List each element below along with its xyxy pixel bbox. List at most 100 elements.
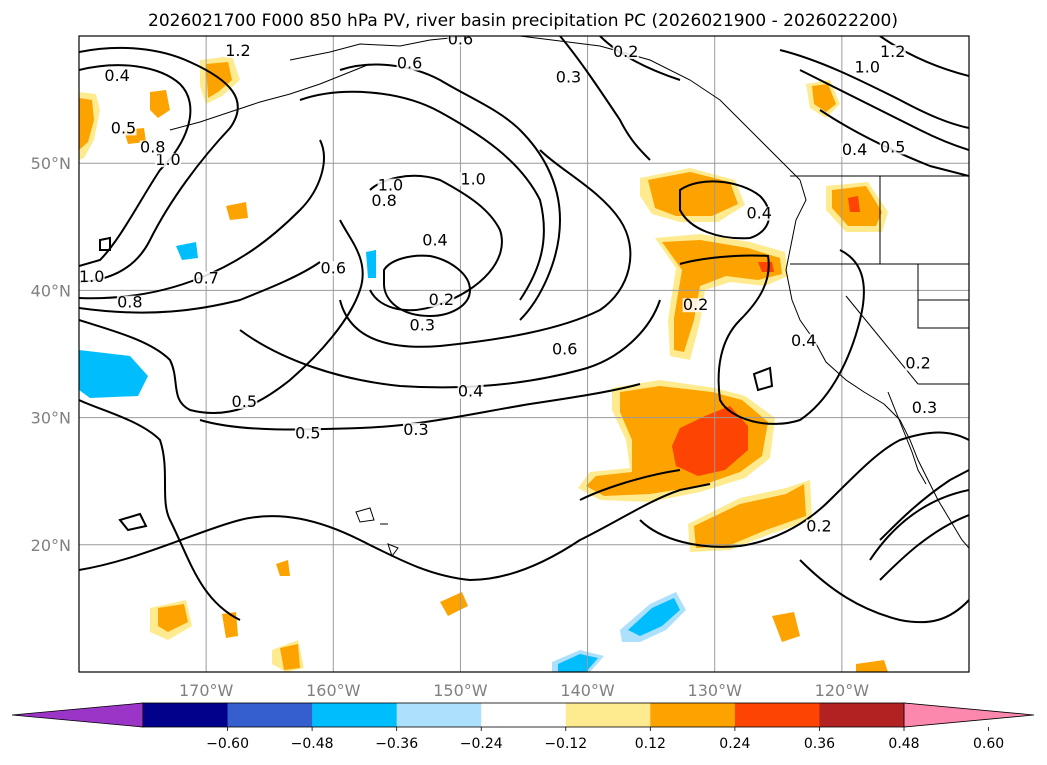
pv-contours bbox=[79, 36, 969, 624]
precip-positive-area bbox=[79, 98, 94, 150]
pv-contour bbox=[339, 149, 632, 348]
lat-tick-label: 50°N bbox=[31, 154, 71, 173]
contour-label-backdrop bbox=[79, 270, 105, 285]
contour-label-backdrop bbox=[879, 140, 906, 155]
colorbar-tick-label: 0.48 bbox=[888, 736, 919, 752]
pv-contour bbox=[79, 261, 321, 314]
contour-label-backdrop bbox=[409, 318, 436, 333]
pv-contour bbox=[79, 64, 192, 267]
contour-label: 1.2 bbox=[880, 42, 905, 61]
colorbar-tick-label: 0.12 bbox=[635, 736, 666, 752]
pv-contour bbox=[79, 46, 239, 283]
contour-label: 0.4 bbox=[422, 230, 447, 249]
contour-label: 0.8 bbox=[117, 293, 142, 312]
contour-label-backdrop bbox=[447, 36, 474, 47]
pv-contour bbox=[879, 469, 969, 541]
colorbar-tick-label: −0.60 bbox=[206, 736, 249, 752]
pv-contour bbox=[799, 559, 969, 624]
contour-label: 0.6 bbox=[321, 258, 346, 277]
pv-contour bbox=[369, 174, 503, 312]
pv-contour bbox=[779, 49, 969, 129]
contour-label-backdrop bbox=[104, 69, 131, 84]
contour-label-backdrop bbox=[139, 140, 166, 155]
lat-tick-label: 20°N bbox=[31, 536, 71, 555]
contour-label: 0.4 bbox=[104, 66, 129, 85]
contour-label: 0.3 bbox=[912, 398, 937, 417]
contour-label: 0.4 bbox=[842, 140, 867, 159]
colorbar-tick-label: −0.24 bbox=[460, 736, 503, 752]
precip-strong-area bbox=[848, 196, 860, 212]
contour-label: 0.2 bbox=[905, 354, 930, 373]
contour-label-backdrop bbox=[320, 261, 347, 276]
contour-label-backdrop bbox=[231, 394, 258, 409]
contour-label: 0.6 bbox=[397, 54, 422, 73]
precip-negative-area bbox=[366, 250, 376, 278]
contour-label: 0.3 bbox=[556, 68, 581, 87]
contour-label-backdrop bbox=[555, 70, 582, 85]
colorbar-bin bbox=[481, 703, 567, 727]
colorbar-bin bbox=[312, 703, 398, 727]
baja-california bbox=[887, 391, 927, 485]
contour-label-backdrop bbox=[460, 172, 487, 187]
colorbar-tick-label: −0.48 bbox=[291, 736, 334, 752]
precip-negative-area bbox=[176, 242, 198, 260]
contour-label-backdrop bbox=[682, 298, 709, 313]
colorbar-extend-high bbox=[903, 702, 1035, 728]
pv-contour bbox=[599, 36, 681, 81]
contour-label-backdrop bbox=[905, 356, 932, 371]
precip-positive-area bbox=[280, 644, 300, 670]
contour-label: 1.0 bbox=[79, 267, 104, 286]
colorbar-bin bbox=[650, 703, 736, 727]
pv-contour bbox=[879, 514, 969, 581]
state-borders bbox=[790, 176, 969, 385]
colorbar: −0.60 −0.48 −0.36 −0.24 −0.12 0.12 0.24 0.36 0.4… bbox=[11, 702, 1035, 752]
precip-positive-area bbox=[222, 612, 238, 638]
colorbar-bin bbox=[227, 703, 313, 727]
contour-label-backdrop bbox=[841, 143, 868, 158]
contour-label: 1.0 bbox=[378, 176, 403, 195]
pv-contour bbox=[752, 366, 774, 392]
pv-contour bbox=[559, 36, 651, 161]
map-frame bbox=[78, 35, 970, 673]
contour-label-backdrop bbox=[879, 45, 906, 60]
precip-positive-area bbox=[812, 84, 836, 112]
contour-label-backdrop bbox=[790, 333, 817, 348]
lon-tick-label: 160°W bbox=[306, 681, 361, 700]
pv-contour bbox=[79, 483, 711, 582]
contour-label: 1.0 bbox=[855, 57, 880, 76]
colorbar-tick-label: −0.36 bbox=[375, 736, 418, 752]
pv-contour bbox=[799, 69, 969, 151]
lon-tick-label: 120°W bbox=[815, 681, 870, 700]
contour-label-backdrop bbox=[805, 519, 832, 534]
aleutian-islands bbox=[169, 63, 371, 131]
precip-positive-area bbox=[648, 172, 738, 216]
colorbar-extend-low bbox=[11, 702, 144, 728]
contour-label-backdrop bbox=[110, 121, 137, 136]
pv-contour bbox=[679, 180, 770, 240]
pv-contour bbox=[879, 36, 969, 77]
colorbar-bin bbox=[396, 703, 482, 727]
contour-label-backdrop bbox=[612, 45, 639, 60]
precip-positive-area bbox=[440, 592, 468, 616]
north-america-west-coast bbox=[785, 179, 969, 549]
lon-tick-label: 150°W bbox=[433, 681, 488, 700]
lon-tick-label: 140°W bbox=[560, 681, 615, 700]
lat-tick-label: 30°N bbox=[31, 409, 71, 428]
pv-contour bbox=[383, 254, 472, 318]
contour-label-backdrop bbox=[116, 295, 143, 310]
contour-label: 0.3 bbox=[403, 420, 428, 439]
contour-label: 0.6 bbox=[552, 340, 577, 359]
pv-contour bbox=[79, 399, 241, 621]
pv-contour bbox=[99, 236, 111, 251]
contour-label: 1.0 bbox=[155, 150, 180, 169]
colorbar-bin bbox=[565, 703, 651, 727]
contour-label: 0.2 bbox=[613, 42, 638, 61]
precip-positive-area bbox=[206, 62, 232, 98]
pv-contour bbox=[199, 383, 641, 431]
contour-label-backdrop bbox=[155, 153, 181, 168]
colorbar-frame bbox=[142, 702, 905, 728]
colorbar-bin bbox=[143, 703, 229, 727]
colorbar-bin bbox=[819, 703, 905, 727]
contour-label-backdrop bbox=[402, 422, 429, 437]
contour-label-backdrop bbox=[911, 401, 938, 416]
